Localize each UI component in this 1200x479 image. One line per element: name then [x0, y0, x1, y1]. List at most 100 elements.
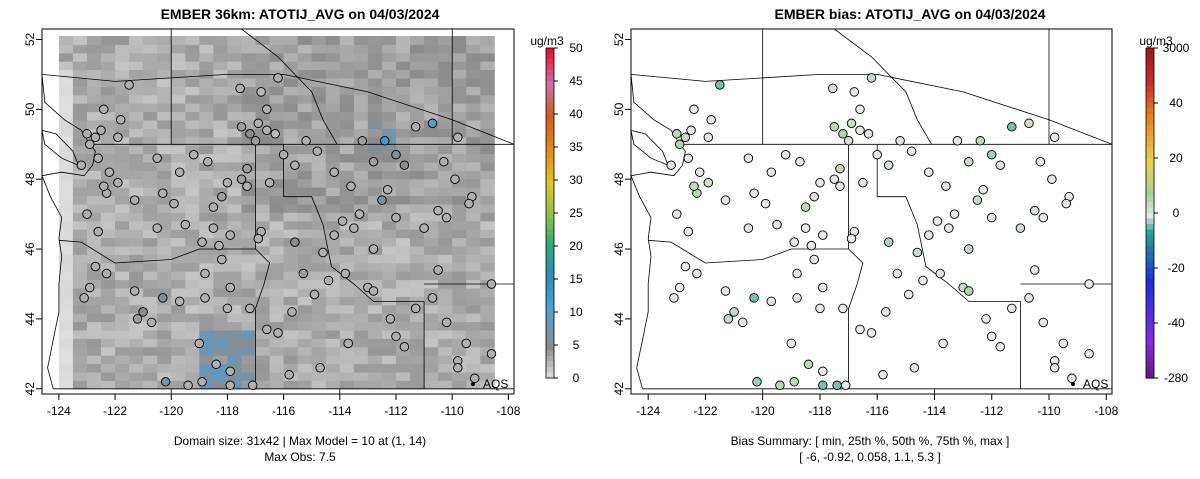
grid-cell — [396, 153, 411, 163]
grid-cell — [410, 254, 425, 264]
colorbar-segment — [1146, 169, 1154, 176]
station-marker — [1049, 132, 1060, 143]
station-marker — [938, 338, 948, 349]
grid-cell — [283, 69, 299, 79]
grid-cell — [171, 69, 186, 79]
grid-cell — [283, 220, 299, 230]
grid-cell — [157, 162, 172, 171]
grid-cell — [410, 372, 425, 381]
grid-cell — [115, 86, 130, 96]
colorbar-segment — [1146, 86, 1154, 93]
grid-cell — [213, 103, 228, 113]
grid-cell — [452, 204, 467, 213]
grid-cell — [367, 313, 383, 323]
station-marker — [829, 174, 840, 184]
grid-cell — [396, 187, 411, 197]
station-marker — [995, 342, 1006, 352]
grid-cell — [101, 338, 116, 348]
station-marker — [368, 286, 379, 296]
grid-cell — [339, 36, 355, 45]
grid-cell — [143, 78, 158, 87]
grid-cell — [269, 170, 285, 180]
colorbar-segment — [1146, 301, 1154, 308]
grid-cell — [143, 128, 158, 138]
grid-cell — [241, 271, 256, 281]
grid-cell — [325, 212, 341, 222]
grid-cell — [171, 94, 186, 104]
grid-cell — [58, 36, 74, 45]
grid-cell — [227, 103, 242, 113]
grid-cell — [72, 246, 88, 255]
y-tick-label: 46 — [612, 242, 626, 256]
grid-cell — [466, 187, 481, 197]
station-marker — [872, 149, 882, 160]
grid-cell — [283, 330, 299, 339]
grid-cell — [115, 262, 130, 272]
colorbar-tick-label: 0 — [1173, 206, 1180, 220]
grid-cell — [297, 153, 313, 163]
colorbar-segment — [546, 163, 554, 170]
colorbar-segment — [1146, 268, 1154, 275]
grid-cell — [396, 254, 411, 264]
grid-cell — [213, 120, 228, 129]
station-marker — [924, 167, 934, 177]
grid-cell — [129, 363, 144, 373]
grid-cell — [438, 111, 453, 121]
grid-cell — [143, 237, 158, 247]
grid-cell — [171, 271, 186, 281]
station-marker — [253, 233, 264, 244]
station-marker — [82, 209, 92, 219]
grid-cell — [480, 220, 495, 230]
grid-cell — [199, 78, 214, 87]
grid-cell — [410, 313, 425, 323]
grid-cell — [311, 330, 327, 339]
grid-cell — [269, 338, 285, 348]
grid-cell — [72, 78, 88, 87]
grid-cell — [452, 120, 467, 129]
grid-cell — [480, 52, 495, 62]
grid-cell — [101, 69, 116, 79]
grid-cell — [311, 103, 327, 113]
grid-cell — [58, 153, 74, 163]
grid-cell — [367, 162, 383, 171]
station-marker — [1029, 265, 1040, 275]
grid-cell — [297, 372, 313, 381]
grid-cell — [382, 170, 397, 180]
station-marker — [964, 244, 974, 254]
grid-cell — [452, 94, 467, 104]
grid-cell — [410, 61, 425, 71]
station-marker — [217, 254, 227, 265]
grid-cell — [353, 296, 369, 306]
grid-cell — [129, 304, 144, 314]
grid-cell — [255, 128, 270, 138]
grid-cell — [466, 94, 481, 104]
station-marker — [329, 230, 339, 240]
grid-cell — [213, 346, 228, 356]
grid-cell — [311, 78, 327, 87]
grid-cell — [325, 128, 341, 138]
grid-cell — [255, 220, 270, 230]
grid-cell — [199, 279, 214, 289]
grid-cell — [241, 195, 256, 205]
colorbar-segment — [1146, 279, 1154, 286]
grid-cell — [325, 86, 341, 96]
colorbar-segment — [1146, 196, 1154, 203]
grid-cell — [466, 271, 481, 281]
grid-cell — [339, 246, 355, 255]
colorbar-tick-label: -280 — [1164, 371, 1188, 385]
station-marker — [909, 363, 920, 373]
station-marker — [368, 156, 379, 167]
grid-cell — [157, 111, 172, 121]
station-marker — [211, 359, 221, 370]
grid-cell — [339, 363, 355, 373]
colorbar-segment — [1146, 312, 1154, 319]
grid-cell — [101, 120, 116, 129]
grid-cell — [157, 288, 172, 297]
grid-cell — [466, 52, 481, 62]
grid-cell — [480, 145, 495, 155]
colorbar-segment — [1146, 202, 1154, 209]
grid-cell — [424, 338, 439, 348]
station-marker — [829, 122, 840, 132]
grid-cell — [143, 372, 158, 381]
